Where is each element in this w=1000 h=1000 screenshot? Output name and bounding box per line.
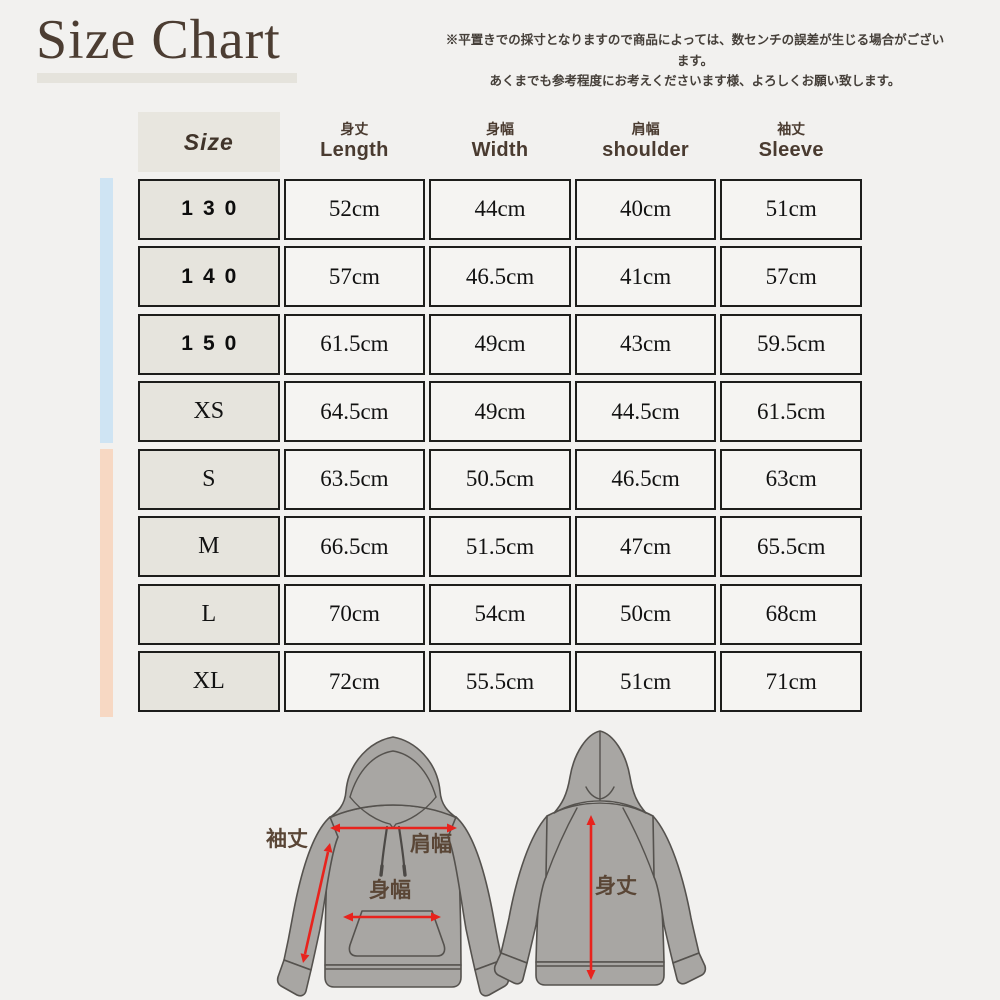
cell-M-length: 66.5cm	[283, 516, 426, 577]
disclaimer-line-1: ※平置きでの採寸となりますので商品によっては、数センチの誤差が生じる場合がござい…	[445, 33, 945, 68]
cell-L-shoulder: 50cm	[574, 583, 717, 645]
cell-XS-sleeve: 61.5cm	[720, 381, 862, 442]
size-cell-130: 130	[138, 178, 280, 240]
cell-S-length: 63.5cm	[283, 448, 426, 510]
body-length-label: 身丈	[595, 874, 637, 898]
cell-M-width: 51.5cm	[429, 516, 571, 577]
column-header-jp: 袖丈	[777, 120, 806, 137]
cell-XL-length: 72cm	[283, 651, 426, 712]
size-cell-150: 150	[138, 313, 280, 375]
cell-XS-length: 64.5cm	[283, 381, 426, 442]
column-header-en: Sleeve	[758, 139, 824, 162]
column-header-length: 身丈 Length	[284, 112, 426, 172]
title-underline	[37, 73, 297, 83]
column-header-en: Width	[471, 139, 529, 162]
cell-140-length: 57cm	[283, 246, 426, 307]
measurement-disclaimer: ※平置きでの採寸となりますので商品によっては、数センチの誤差が生じる場合がござい…	[440, 30, 950, 92]
column-header-shoulder: 肩幅 shoulder	[575, 112, 717, 172]
cell-XL-width: 55.5cm	[429, 651, 571, 712]
column-header-en: shoulder	[602, 139, 690, 162]
size-cell-XL: XL	[138, 651, 280, 712]
back-hoodie-illustration	[493, 730, 707, 986]
cell-130-width: 44cm	[429, 178, 571, 240]
cell-150-sleeve: 59.5cm	[720, 313, 862, 375]
cell-150-length: 61.5cm	[283, 313, 426, 375]
shoulder-width-arrow	[330, 823, 457, 833]
cell-130-length: 52cm	[283, 178, 426, 240]
cell-130-sleeve: 51cm	[720, 178, 862, 240]
cell-XL-sleeve: 71cm	[720, 651, 862, 712]
cell-L-length: 70cm	[283, 583, 426, 645]
body-width-label: 身幅	[369, 878, 411, 902]
column-header-sleeve: 袖丈 Sleeve	[720, 112, 862, 172]
cell-S-shoulder: 46.5cm	[574, 448, 717, 510]
body-length-arrow	[586, 815, 596, 980]
hoodie-measurement-diagram: 袖丈 肩幅 身幅 身丈	[266, 730, 707, 997]
shoulder-width-label: 肩幅	[410, 832, 452, 856]
column-header-jp: 身丈	[340, 120, 369, 137]
disclaimer-line-2: あくまでも参考程度にお考えくださいます様、よろしくお願い致します。	[489, 74, 901, 89]
sleeve-length-label: 袖丈	[266, 827, 308, 851]
size-chart-table: Size 身丈 Length 身幅 Width 肩幅 shoulder 袖丈 Sleeve 130…	[138, 112, 862, 712]
adult-sizes-color-bar	[100, 449, 113, 717]
column-header-width: 身幅 Width	[429, 112, 571, 172]
cell-M-shoulder: 47cm	[574, 516, 717, 577]
size-cell-S: S	[138, 448, 280, 510]
cell-140-shoulder: 41cm	[574, 246, 717, 307]
cell-XS-width: 49cm	[429, 381, 571, 442]
sleeve-length-arrow	[300, 843, 333, 963]
cell-L-width: 54cm	[429, 583, 571, 645]
kids-sizes-color-bar	[100, 178, 113, 443]
size-cell-XS: XS	[138, 381, 280, 442]
cell-S-sleeve: 63cm	[720, 448, 862, 510]
size-cell-M: M	[138, 516, 280, 577]
body-width-arrow	[343, 912, 441, 922]
front-hoodie-illustration	[276, 736, 510, 997]
size-column-header: Size	[138, 112, 280, 172]
cell-XS-shoulder: 44.5cm	[574, 381, 717, 442]
column-header-jp: 肩幅	[631, 120, 660, 137]
column-header-en: Length	[320, 139, 389, 162]
column-header-jp: 身幅	[485, 120, 514, 137]
cell-L-sleeve: 68cm	[720, 583, 862, 645]
cell-150-width: 49cm	[429, 313, 571, 375]
size-cell-L: L	[138, 583, 280, 645]
cell-150-shoulder: 43cm	[574, 313, 717, 375]
size-cell-140: 140	[138, 246, 280, 307]
cell-XL-shoulder: 51cm	[574, 651, 717, 712]
cell-140-width: 46.5cm	[429, 246, 571, 307]
page-title: Size Chart	[36, 9, 281, 71]
cell-M-sleeve: 65.5cm	[720, 516, 862, 577]
cell-140-sleeve: 57cm	[720, 246, 862, 307]
cell-S-width: 50.5cm	[429, 448, 571, 510]
cell-130-shoulder: 40cm	[574, 178, 717, 240]
